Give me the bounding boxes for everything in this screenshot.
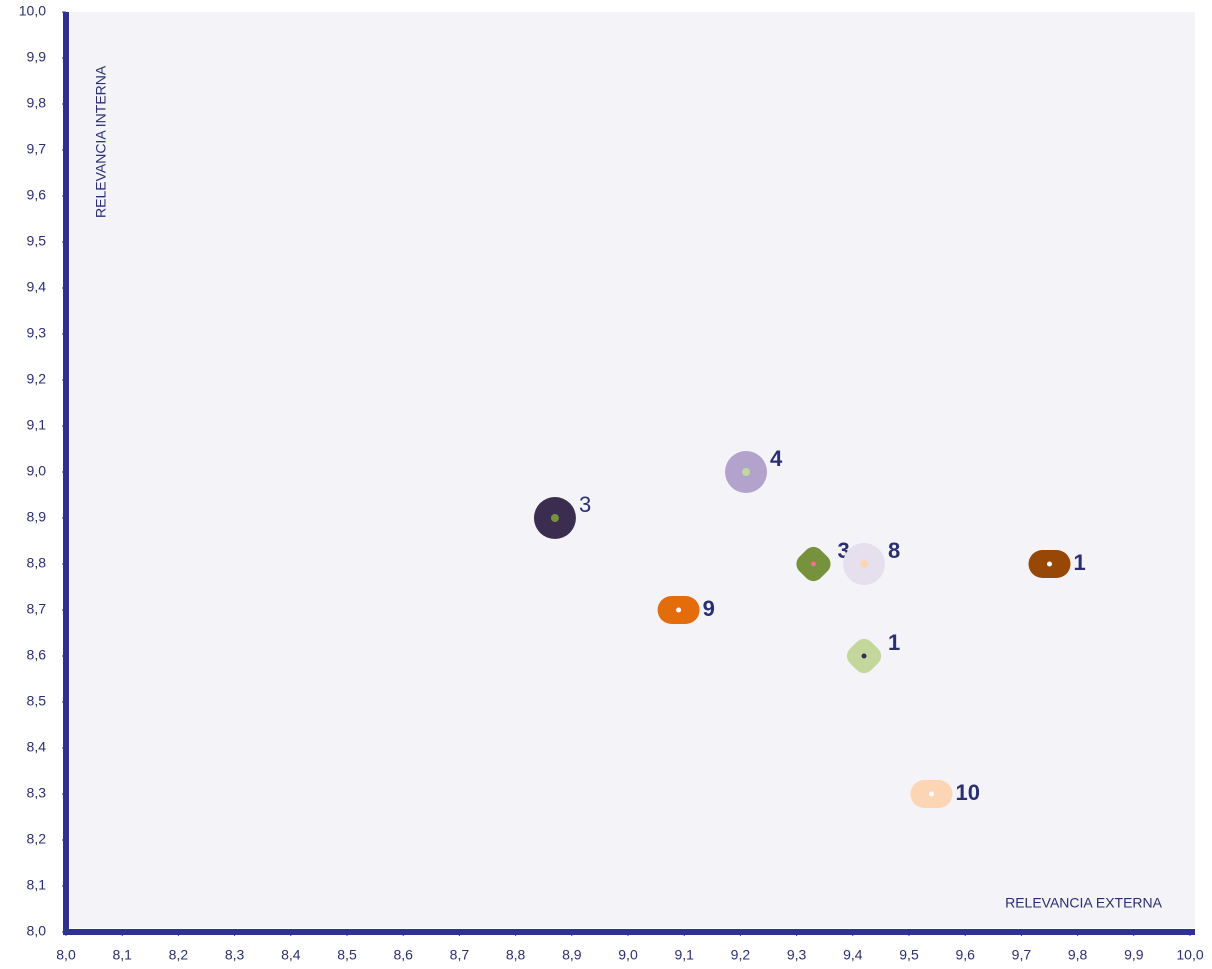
x-tick-label: 9,8 (1068, 947, 1088, 963)
x-tick-label: 9,4 (843, 947, 863, 963)
x-tick-label: 8,6 (393, 947, 413, 963)
y-tick-label: 10,0 (19, 3, 46, 19)
y-tick-label: 9,5 (27, 233, 47, 249)
point-center (550, 514, 559, 522)
y-tick-label: 8,6 (27, 647, 47, 663)
y-tick-label: 8,3 (27, 785, 47, 801)
x-tick-label: 9,3 (787, 947, 807, 963)
point-center (742, 468, 751, 476)
point-label: 3 (579, 492, 591, 517)
point-label: 1 (888, 630, 900, 655)
x-tick-label: 8,2 (169, 947, 189, 963)
x-tick-label: 9,6 (955, 947, 975, 963)
y-tick-label: 9,2 (27, 371, 47, 387)
x-tick-label: 8,1 (112, 947, 132, 963)
x-tick-label: 9,2 (731, 947, 751, 963)
point-center (676, 607, 682, 613)
x-tick-label: 8,5 (337, 947, 357, 963)
x-tick-label: 8,9 (562, 947, 582, 963)
x-tick-label: 9,5 (899, 947, 919, 963)
y-tick-label: 9,4 (27, 279, 47, 295)
y-tick-label: 9,8 (27, 95, 47, 111)
point-center (861, 653, 867, 659)
point-center (928, 791, 934, 797)
y-tick-label: 9,7 (27, 141, 47, 157)
x-tick-label: 9,7 (1012, 947, 1032, 963)
y-tick-label: 8,5 (27, 693, 47, 709)
x-tick-label: 9,1 (674, 947, 694, 963)
y-tick-label: 9,6 (27, 187, 47, 203)
point-center (810, 561, 816, 567)
x-tick-label: 10,0 (1176, 947, 1203, 963)
y-tick-label: 9,1 (27, 417, 47, 433)
point-label: 4 (770, 446, 783, 471)
x-tick-label: 8,4 (281, 947, 301, 963)
point-center (1047, 561, 1052, 567)
y-tick-label: 8,8 (27, 555, 47, 571)
plot-area (70, 12, 1195, 928)
x-tick-label: 9,9 (1124, 947, 1144, 963)
y-tick-label: 9,9 (27, 49, 47, 65)
y-axis-label: RELEVANCIA INTERNA (93, 65, 109, 218)
x-tick-label: 8,8 (506, 947, 526, 963)
point-label: 9 (703, 596, 715, 621)
x-tick-label: 8,0 (56, 947, 76, 963)
point-label: 10 (955, 780, 979, 805)
y-tick-label: 8,7 (27, 601, 47, 617)
y-tick-label: 8,2 (27, 831, 47, 847)
y-tick-label: 8,0 (27, 923, 47, 939)
y-tick-label: 8,9 (27, 509, 47, 525)
y-tick-label: 9,0 (27, 463, 47, 479)
y-tick-label: 8,1 (27, 877, 47, 893)
point-label: 8 (888, 538, 900, 563)
y-tick-label: 9,3 (27, 325, 47, 341)
x-axis-label: RELEVANCIA EXTERNA (1005, 895, 1163, 911)
point-label: 1 (1074, 550, 1086, 575)
x-tick-label: 8,3 (225, 947, 245, 963)
y-tick-label: 8,4 (27, 739, 47, 755)
x-tick-label: 8,7 (450, 947, 470, 963)
x-tick-label: 9,0 (618, 947, 638, 963)
point-center (860, 560, 869, 568)
